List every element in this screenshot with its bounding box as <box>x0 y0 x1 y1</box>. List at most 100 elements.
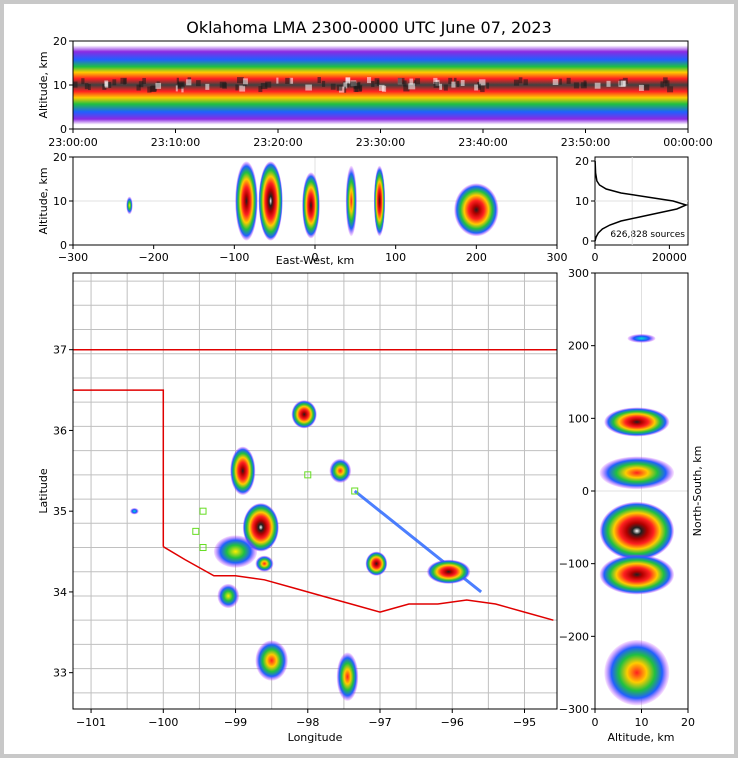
altitude-time-core-streak <box>336 84 343 91</box>
altitude-time-core-streak <box>343 86 347 93</box>
altitude-time-core-streak <box>205 83 210 90</box>
altitude-time-xtick-label: 23:50:00 <box>561 136 610 149</box>
altitude-time-core-streak <box>176 77 179 84</box>
altitude-time-core-streak <box>478 83 481 90</box>
altitude-time-core-streak <box>397 77 405 84</box>
east-west-altitude-panel: Altitude, km East-West, km <box>37 156 558 267</box>
north-south-xtick-label: 20 <box>681 716 695 729</box>
map-layers <box>73 273 557 709</box>
east-west-ylabel: Altitude, km <box>37 167 50 234</box>
altitude-time-core-streak <box>186 79 192 86</box>
altitude-histogram-line <box>594 160 689 242</box>
altitude-time-core-streak <box>353 86 359 93</box>
lma-station-marker <box>192 527 200 535</box>
map-storm-cell <box>255 555 274 572</box>
east-west-storm-cell <box>373 165 386 237</box>
figure-title: Oklahoma LMA 2300-0000 UTC June 07, 2023 <box>186 18 552 37</box>
lma-station-marker <box>199 507 207 515</box>
altitude-time-core-streak <box>242 78 248 85</box>
map-xtick-label: −98 <box>296 716 319 729</box>
altitude-time-core-streak <box>620 80 627 87</box>
altitude-time-core-streak <box>480 86 485 93</box>
altitude-time-core-streak <box>451 81 456 88</box>
altitude-time-core-streak <box>433 81 439 88</box>
altitude-time-core-streak <box>486 82 490 89</box>
altitude-time-core-streak <box>237 77 244 84</box>
altitude-time-core-streak <box>415 78 421 85</box>
altitude-time-core-streak <box>138 81 144 88</box>
altitude-time-core-streak <box>265 81 272 88</box>
altitude-time-core-streak <box>408 83 416 90</box>
altitude-time-core-streak <box>84 83 89 90</box>
histogram-xtick-label: 20000 <box>652 251 687 264</box>
east-west-storm-cell <box>126 196 133 215</box>
map-storm-cell <box>291 400 317 429</box>
altitude-time-core-streak <box>379 84 385 91</box>
altitude-time-xtick-label: 00:00:00 <box>663 136 712 149</box>
altitude-time-core-streak <box>260 82 268 89</box>
map-ylabel: Latitude <box>37 468 50 514</box>
figure-frame: Oklahoma LMA 2300-0000 UTC June 07, 2023… <box>4 4 734 754</box>
altitude-time-core-streak <box>366 77 372 84</box>
altitude-time-core-streak <box>322 80 326 87</box>
map-ytick-label: 36 <box>53 424 67 437</box>
map-xtick-label: −100 <box>148 716 178 729</box>
north-south-ylabel: North-South, km <box>691 446 704 537</box>
north-south-ytick-label: 300 <box>568 267 589 280</box>
map-xtick-label: −95 <box>513 716 536 729</box>
map-ytick-label: 35 <box>53 505 67 518</box>
altitude-time-core-streak <box>112 79 117 86</box>
altitude-time-core-streak <box>581 82 587 89</box>
lma-figure: Oklahoma LMA 2300-0000 UTC June 07, 2023… <box>37 18 713 744</box>
north-south-ytick-label: −300 <box>559 703 589 716</box>
altitude-time-core-streak <box>433 77 438 84</box>
east-west-storm-cell <box>235 161 258 241</box>
altitude-time-core-streak <box>358 84 363 91</box>
altitude-time-core-streak <box>371 81 375 88</box>
map-storm-cell <box>329 458 352 483</box>
map-storm-cell <box>242 503 279 552</box>
altitude-time-core-streak <box>175 85 178 92</box>
north-south-storm-cell <box>599 554 675 595</box>
map-storm-cell <box>336 652 359 701</box>
east-west-xtick-label: 100 <box>385 251 406 264</box>
altitude-time-core-streak <box>102 83 107 90</box>
altitude-time-core-streak <box>88 84 91 91</box>
altitude-time-ytick-label: 0 <box>60 123 67 136</box>
altitude-time-core-streak <box>523 79 528 86</box>
altitude-time-core-streak <box>73 81 78 88</box>
east-west-xtick-label: −100 <box>219 251 249 264</box>
east-west-xtick-label: −300 <box>58 251 88 264</box>
altitude-time-core-streak <box>454 77 457 84</box>
altitude-time-core-streak <box>181 86 184 93</box>
altitude-time-core-streak <box>643 84 650 91</box>
east-west-xtick-label: 0 <box>312 251 319 264</box>
altitude-time-core-streak <box>81 78 85 85</box>
altitude-time-core-streak <box>123 78 126 85</box>
north-south-density <box>595 273 688 709</box>
altitude-time-core-streak <box>289 77 294 84</box>
north-south-ytick-label: 200 <box>568 340 589 353</box>
altitude-time-core-streak <box>664 80 670 87</box>
north-south-ytick-label: 100 <box>568 412 589 425</box>
east-west-storm-cell <box>345 165 357 237</box>
altitude-time-xtick-label: 23:40:00 <box>458 136 507 149</box>
altitude-time-core-streak <box>638 84 645 91</box>
axis-ticks: 23:00:00 23:10:00 23:20:00 23:30:00 23:40:00… <box>48 35 712 729</box>
east-west-ytick-label: 20 <box>53 151 67 164</box>
map-storm-cell <box>426 559 471 584</box>
altitude-time-core-streak <box>354 85 362 92</box>
map-ytick-label: 37 <box>53 344 67 357</box>
altitude-time-core-streak <box>258 86 263 93</box>
altitude-time-density <box>73 45 688 125</box>
map-ytick-label: 34 <box>53 586 67 599</box>
map-xtick-label: −97 <box>368 716 391 729</box>
east-west-xtick-label: 300 <box>547 251 568 264</box>
plan-view-map-panel: Latitude Longitude <box>37 272 558 744</box>
north-south-ytick-label: −200 <box>559 630 589 643</box>
histogram-ytick-label: 10 <box>575 195 589 208</box>
state-border-red-river <box>162 546 554 621</box>
altitude-time-core-streak <box>155 82 162 89</box>
altitude-histogram-panel: 626,828 sources <box>594 156 689 246</box>
map-axes-frame <box>72 272 558 710</box>
